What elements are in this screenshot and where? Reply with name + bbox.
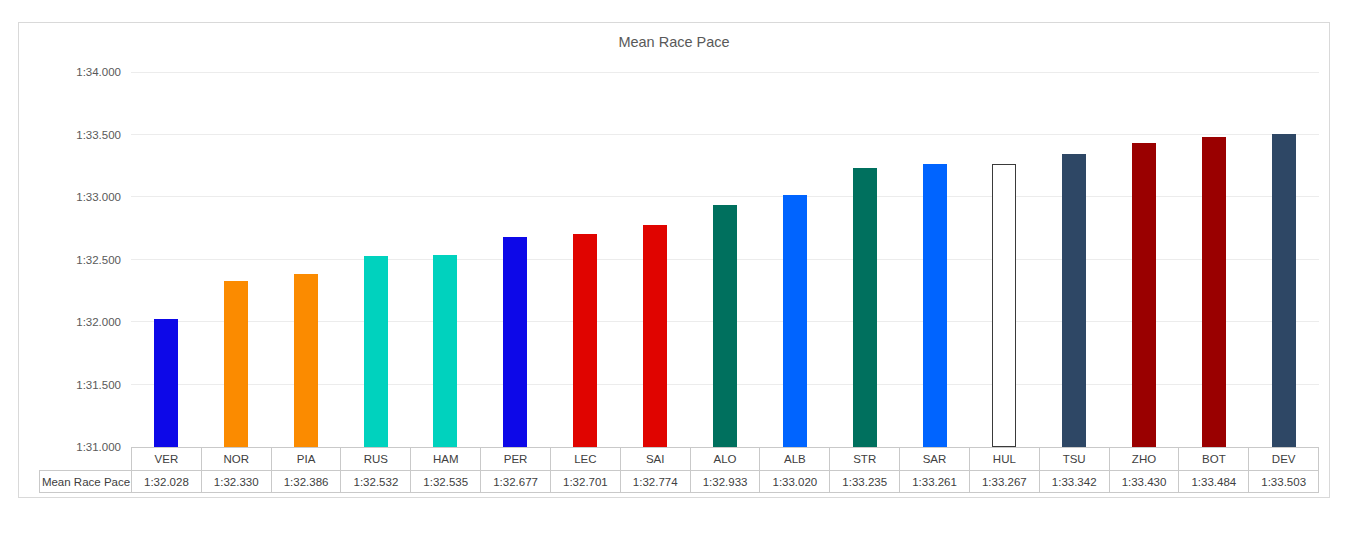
bar-lec [573,234,597,447]
bar-column [341,72,411,447]
bar-column [411,72,481,447]
category-cell-rus: RUS [340,448,410,470]
value-cell-rus: 1:32.532 [340,471,410,492]
category-cell-str: STR [829,448,899,470]
bars-row [131,72,1319,447]
chart-title: Mean Race Pace [19,34,1329,50]
category-cell-ver: VER [131,448,201,470]
bar-hul [992,164,1016,447]
y-tick-label: 1:33.500 [19,129,121,141]
chart-container: Mean Race Pace 1:34.000 1:33.500 1:33.000 1… [18,22,1330,498]
bar-ham [433,255,457,447]
value-cell-lec: 1:32.701 [550,471,620,492]
bar-column [131,72,201,447]
value-cell-ver: 1:32.028 [131,471,201,492]
bar-per [503,237,527,447]
bar-tsu [1062,154,1086,447]
y-tick-label: 1:32.500 [19,254,121,266]
category-cell-per: PER [480,448,550,470]
table-category-cells: VERNORPIARUSHAMPERLECSAIALOALBSTRSARHULT… [131,447,1319,470]
bar-column [1109,72,1179,447]
value-cell-dev: 1:33.503 [1248,471,1318,492]
bar-column [550,72,620,447]
bar-column [830,72,900,447]
bar-alb [783,195,807,448]
value-cell-zho: 1:33.430 [1109,471,1179,492]
y-tick-label: 1:31.000 [19,441,121,453]
bar-column [620,72,690,447]
value-cell-alo: 1:32.933 [690,471,760,492]
bar-alo [713,205,737,447]
bar-rus [364,256,388,448]
table-value-cells: 1:32.0281:32.3301:32.3861:32.5321:32.535… [131,470,1319,493]
value-cell-pia: 1:32.386 [271,471,341,492]
category-cell-zho: ZHO [1109,448,1179,470]
table-row-header: Mean Race Pace [39,470,132,493]
bar-sai [643,225,667,447]
bar-column [1039,72,1109,447]
category-cell-tsu: TSU [1039,448,1109,470]
bar-column [201,72,271,447]
category-cell-sar: SAR [899,448,969,470]
bar-zho [1132,143,1156,447]
value-cell-sar: 1:33.261 [899,471,969,492]
value-cell-ham: 1:32.535 [410,471,480,492]
bar-dev [1272,134,1296,447]
bar-column [480,72,550,447]
category-cell-dev: DEV [1248,448,1318,470]
value-cell-alb: 1:33.020 [759,471,829,492]
y-tick-label: 1:34.000 [19,66,121,78]
category-cell-alb: ALB [759,448,829,470]
category-cell-pia: PIA [271,448,341,470]
value-cell-nor: 1:32.330 [201,471,271,492]
bar-str [853,168,877,447]
bar-column [1179,72,1249,447]
bar-column [900,72,970,447]
category-cell-lec: LEC [550,448,620,470]
category-cell-bot: BOT [1178,448,1248,470]
bar-column [760,72,830,447]
bar-ver [154,319,178,448]
bar-pia [294,274,318,447]
bar-column [690,72,760,447]
bar-nor [224,281,248,447]
y-axis-labels: 1:34.0001:33.5001:33.0001:32.5001:32.000… [19,72,121,447]
category-cell-alo: ALO [690,448,760,470]
bar-column [1249,72,1319,447]
bar-column [271,72,341,447]
value-cell-str: 1:33.235 [829,471,899,492]
bar-sar [923,164,947,447]
category-cell-nor: NOR [201,448,271,470]
y-tick-label: 1:32.000 [19,316,121,328]
value-cell-hul: 1:33.267 [969,471,1039,492]
value-cell-bot: 1:33.484 [1178,471,1248,492]
plot-area [131,72,1319,447]
value-cell-sai: 1:32.774 [620,471,690,492]
category-cell-hul: HUL [969,448,1039,470]
bar-column [970,72,1040,447]
value-cell-per: 1:32.677 [480,471,550,492]
y-tick-label: 1:31.500 [19,379,121,391]
category-cell-ham: HAM [410,448,480,470]
bar-bot [1202,137,1226,448]
page: { "chart_data": { "type": "bar", "title"… [0,0,1348,535]
y-tick-label: 1:33.000 [19,191,121,203]
category-cell-sai: SAI [620,448,690,470]
value-cell-tsu: 1:33.342 [1039,471,1109,492]
